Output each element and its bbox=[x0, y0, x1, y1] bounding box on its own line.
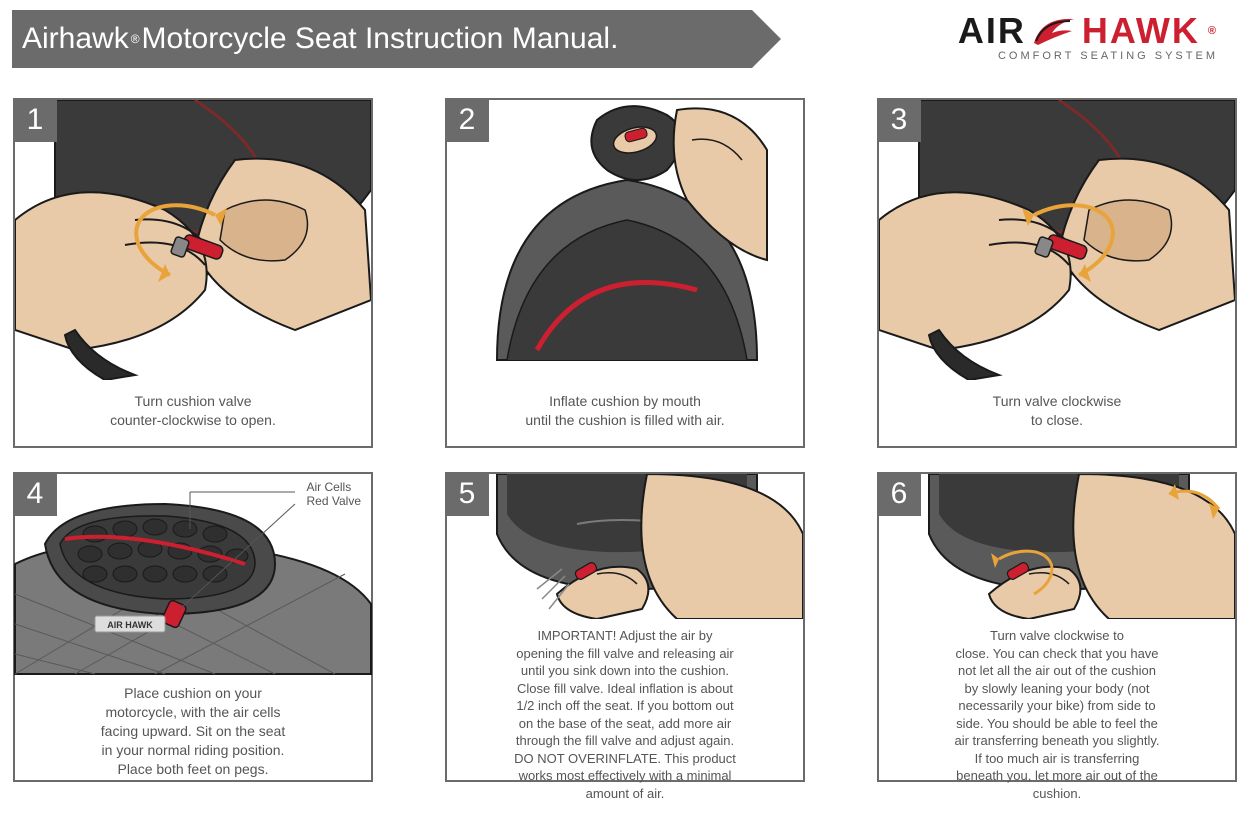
panel-5: 5 IMPORTANT! bbox=[445, 472, 805, 782]
illustration-3 bbox=[879, 100, 1235, 380]
logo-reg: ® bbox=[1208, 25, 1218, 37]
caption: Turn cushion valve counter-clockwise to … bbox=[15, 380, 371, 446]
panel-1: 1 bbox=[13, 98, 373, 448]
title-bar: Airhawk ® Motorcycle Seat Instruction Ma… bbox=[12, 10, 752, 68]
step-number: 6 bbox=[877, 472, 921, 516]
step-number: 2 bbox=[445, 98, 489, 142]
panel-2: 2 Inflate cushion by mouth until the cus… bbox=[445, 98, 805, 448]
logo-text-air: AIR bbox=[958, 10, 1026, 52]
caption: Inflate cushion by mouth until the cushi… bbox=[447, 380, 803, 446]
step-number: 3 bbox=[877, 98, 921, 142]
caption: IMPORTANT! Adjust the air by opening the… bbox=[447, 619, 803, 814]
illustration-5 bbox=[447, 474, 803, 619]
panel-6: 6 Turn valve clockwise to close. You can… bbox=[877, 472, 1237, 782]
hawk-swoosh-icon bbox=[1032, 13, 1076, 49]
illustration-1 bbox=[15, 100, 371, 380]
logo-text-hawk: HAWK bbox=[1082, 10, 1200, 52]
illustration-6 bbox=[879, 474, 1235, 619]
step-number: 5 bbox=[445, 472, 489, 516]
illustration-2 bbox=[447, 100, 803, 380]
caption: Turn valve clockwise to close. You can c… bbox=[879, 619, 1235, 814]
step-number: 1 bbox=[13, 98, 57, 142]
caption: Place cushion on your motorcycle, with t… bbox=[15, 674, 371, 792]
title-post: Motorcycle Seat Instruction Manual. bbox=[142, 22, 619, 56]
caption: Turn valve clockwise to close. bbox=[879, 380, 1235, 446]
panel-3: 3 Turn valve clockwise to close. bbox=[877, 98, 1237, 448]
instruction-grid: 1 bbox=[12, 98, 1238, 782]
svg-text:AIR HAWK: AIR HAWK bbox=[107, 620, 153, 630]
callout-labels: Air Cells Red Valve bbox=[307, 480, 361, 509]
logo-block: AIR HAWK ® COMFORT SEATING SYSTEM bbox=[772, 10, 1238, 62]
illustration-4: Air Cells Red Valve bbox=[15, 474, 371, 674]
title-reg: ® bbox=[131, 32, 140, 46]
header: Airhawk ® Motorcycle Seat Instruction Ma… bbox=[12, 10, 1238, 68]
title-pre: Airhawk bbox=[22, 22, 129, 56]
panel-4: 4 Air Cells Red Valve bbox=[13, 472, 373, 782]
step-number: 4 bbox=[13, 472, 57, 516]
